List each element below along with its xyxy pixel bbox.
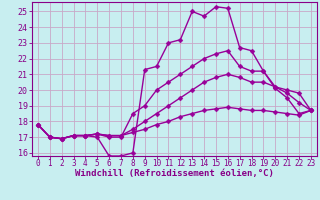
X-axis label: Windchill (Refroidissement éolien,°C): Windchill (Refroidissement éolien,°C) xyxy=(75,169,274,178)
